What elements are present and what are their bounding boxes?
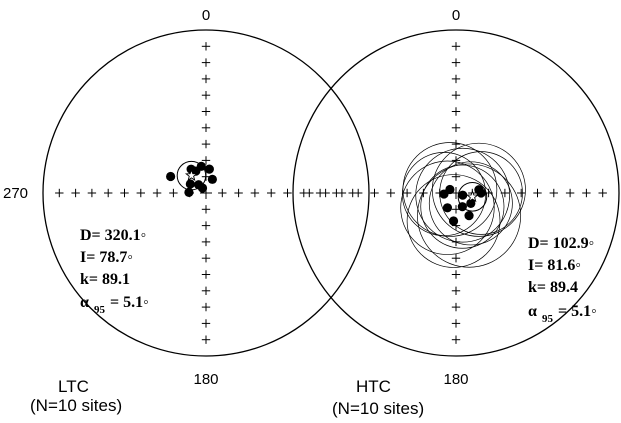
- htc-site-means: [439, 184, 486, 226]
- ltc-statistics: D= 320.1◦ I= 78.7◦ k= 89.1 α 95 = 5.1◦: [80, 227, 149, 316]
- htc-mean-star: [466, 189, 479, 203]
- ltc-kappa: k= 89.1: [80, 271, 130, 288]
- htc-stereonet: 0 180 D= 102.9◦ I= 81.6◦ k= 89.4 α 95 = …: [292, 7, 620, 418]
- htc-statistics: D= 102.9◦ I= 81.6◦ k= 89.4 α 95 = 5.1◦: [528, 235, 597, 325]
- ltc-site-point: [166, 171, 176, 182]
- ltc-mean-star: [184, 168, 198, 182]
- ltc-overall-mean: [176, 160, 207, 191]
- htc-site-point: [466, 198, 476, 208]
- ltc-mean-a95-circle: [176, 160, 207, 191]
- ltc-declination: D= 320.1◦: [80, 227, 146, 244]
- ltc-west-label: 270: [3, 185, 28, 202]
- ltc-primitive-circle: [42, 29, 370, 357]
- htc-site-a95-circle: [415, 147, 510, 243]
- htc-site-a95-circle: [420, 164, 505, 249]
- htc-alpha95: = 5.1◦: [558, 303, 597, 320]
- htc-site-point: [445, 184, 455, 195]
- ltc-alpha-symbol: α: [80, 294, 89, 311]
- ltc-alpha-subscript: 95: [94, 304, 106, 316]
- ltc-site-point: [197, 183, 208, 193]
- htc-site-point: [448, 216, 459, 226]
- ltc-south-label: 180: [193, 371, 218, 388]
- ltc-north-label: 0: [202, 7, 210, 24]
- ltc-inclination: I= 78.7◦: [80, 249, 133, 266]
- htc-primitive-circle: [292, 29, 620, 357]
- htc-site-point: [474, 185, 484, 195]
- htc-south-label: 180: [443, 371, 468, 388]
- ltc-site-point: [185, 179, 195, 189]
- htc-site-a95-circle: [431, 142, 526, 237]
- htc-site-a95-circle: [406, 174, 501, 268]
- htc-site-point: [458, 190, 468, 200]
- ltc-site-point: [204, 164, 214, 174]
- htc-site-a95-circle: [400, 160, 495, 255]
- htc-mean-a95-circle: [457, 181, 488, 212]
- htc-declination: D= 102.9◦: [528, 235, 594, 252]
- htc-north-label: 0: [452, 7, 460, 24]
- htc-site-a95-circle: [401, 152, 487, 237]
- ltc-site-count: (N=10 sites): [30, 396, 122, 415]
- htc-site-count: (N=10 sites): [332, 399, 424, 418]
- htc-overall-mean: [457, 181, 488, 212]
- htc-alpha-subscript: 95: [542, 313, 554, 325]
- htc-site-point: [464, 210, 474, 221]
- ltc-stereonet: 0 180 270 D= 320.1◦ I= 78.7◦ k= 89.1 α 9…: [3, 7, 370, 415]
- htc-component-label: HTC: [356, 377, 391, 396]
- ltc-alpha95: = 5.1◦: [110, 294, 149, 311]
- htc-inclination: I= 81.6◦: [528, 257, 581, 274]
- htc-site-a95-circle: [417, 163, 522, 268]
- ltc-site-point: [186, 164, 196, 174]
- ltc-component-label: LTC: [58, 377, 89, 396]
- htc-site-a95-circle: [428, 161, 513, 246]
- htc-site-a95-circle: [402, 142, 498, 237]
- htc-site-point: [442, 203, 453, 213]
- ltc-site-point: [207, 174, 217, 184]
- htc-kappa: k= 89.4: [528, 279, 578, 296]
- htc-alpha-symbol: α: [528, 303, 537, 320]
